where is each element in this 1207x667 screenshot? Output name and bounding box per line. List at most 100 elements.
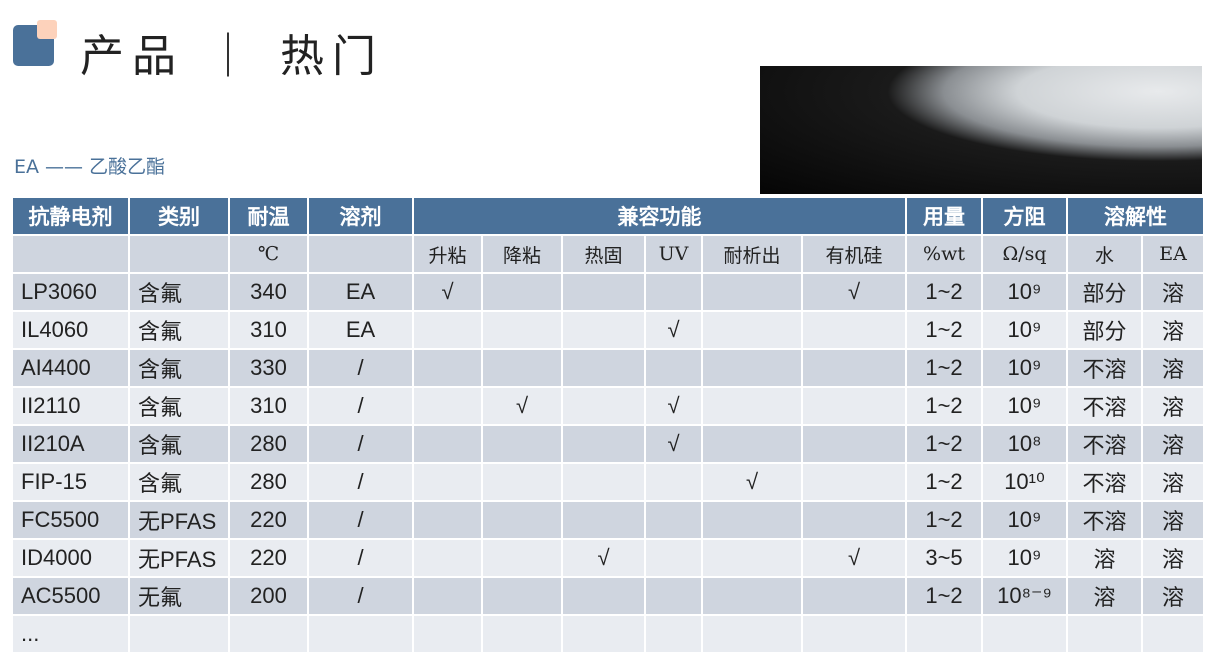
table-cell xyxy=(701,576,803,616)
sub-header xyxy=(11,234,130,274)
table-cell: 溶 xyxy=(1066,538,1143,578)
table-cell xyxy=(481,272,563,312)
table-row: ... xyxy=(11,614,1205,654)
table-cell: 含氟 xyxy=(128,310,230,350)
table-cell xyxy=(561,348,646,388)
table-cell xyxy=(801,424,907,464)
table-cell: 10¹⁰ xyxy=(981,462,1068,502)
table-cell: 310 xyxy=(228,310,309,350)
table-cell xyxy=(481,310,563,350)
table-cell xyxy=(701,500,803,540)
table-cell: 220 xyxy=(228,500,309,540)
table-cell xyxy=(801,386,907,426)
table-cell xyxy=(644,348,703,388)
table-cell: 溶 xyxy=(1066,576,1143,616)
table-cell xyxy=(412,538,483,578)
table-cell xyxy=(412,424,483,464)
table-cell xyxy=(412,386,483,426)
table-cell: FC5500 xyxy=(11,500,130,540)
table-cell: 溶 xyxy=(1141,348,1205,388)
table-cell xyxy=(481,348,563,388)
table-cell xyxy=(644,576,703,616)
table-cell xyxy=(905,614,983,654)
table-cell: 不溶 xyxy=(1066,500,1143,540)
table-row: AC5500 无氟 200/1~2 10⁸⁻⁹ 溶溶 xyxy=(11,576,1205,616)
table-cell: / xyxy=(307,500,414,540)
column-header: 类别 xyxy=(128,196,230,236)
table-cell: 3~5 xyxy=(905,538,983,578)
table-cell: 无氟 xyxy=(128,576,230,616)
sub-header: 降粘 xyxy=(481,234,563,274)
table-cell xyxy=(644,500,703,540)
table-cell: 340 xyxy=(228,272,309,312)
product-table: 抗静电剂 类别 耐温 溶剂 兼容功能 用量 方阻 溶解性 ℃ 升粘 降粘 热固 UV 耐析出 有机硅 %wt… xyxy=(11,196,1205,654)
table-cell xyxy=(228,614,309,654)
table-cell: 10⁹ xyxy=(981,538,1068,578)
table-cell xyxy=(801,310,907,350)
table-cell: EA xyxy=(307,310,414,350)
table-cell: 10⁹ xyxy=(981,310,1068,350)
table-cell: 1~2 xyxy=(905,310,983,350)
sub-header xyxy=(128,234,230,274)
table-cell xyxy=(561,386,646,426)
subtitle: EA —— 乙酸乙酯 xyxy=(14,156,166,178)
table-cell: 含氟 xyxy=(128,386,230,426)
table-cell: 溶 xyxy=(1141,424,1205,464)
table-cell: 1~2 xyxy=(905,576,983,616)
table-cell: II2110 xyxy=(11,386,130,426)
column-header: 溶剂 xyxy=(307,196,414,236)
table-cell xyxy=(701,272,803,312)
sub-header: Ω/sq xyxy=(981,234,1068,274)
table-cell xyxy=(701,348,803,388)
table-cell xyxy=(701,538,803,578)
product-photo xyxy=(760,66,1202,194)
sub-header: UV xyxy=(644,234,703,274)
table-cell: 部分 xyxy=(1066,310,1143,350)
column-header: 方阻 xyxy=(981,196,1068,236)
table-cell xyxy=(644,538,703,578)
sub-header: 有机硅 xyxy=(801,234,907,274)
table-cell: √ xyxy=(801,538,907,578)
table-cell: II210A xyxy=(11,424,130,464)
table-cell xyxy=(644,614,703,654)
sub-header: EA xyxy=(1141,234,1205,274)
sub-header: ℃ xyxy=(228,234,309,274)
table-cell xyxy=(412,462,483,502)
table-cell xyxy=(481,538,563,578)
table-cell: 含氟 xyxy=(128,348,230,388)
table-cell xyxy=(801,500,907,540)
table-cell: 310 xyxy=(228,386,309,426)
table-cell xyxy=(307,614,414,654)
table-cell: 1~2 xyxy=(905,348,983,388)
table-cell: 部分 xyxy=(1066,272,1143,312)
table-cell xyxy=(801,614,907,654)
table-cell xyxy=(701,386,803,426)
table-cell: 溶 xyxy=(1141,462,1205,502)
table-cell xyxy=(561,424,646,464)
table-cell xyxy=(481,614,563,654)
table-cell: ID4000 xyxy=(11,538,130,578)
table-cell xyxy=(701,424,803,464)
table-row: FIP-15 含氟 280/ √ 1~2 10¹⁰ 不溶溶 xyxy=(11,462,1205,502)
table-cell: / xyxy=(307,386,414,426)
table-cell: 1~2 xyxy=(905,424,983,464)
table-row: ID4000 无PFAS 220/√ √ 3~5 10⁹ 溶溶 xyxy=(11,538,1205,578)
table-cell: / xyxy=(307,424,414,464)
table-cell: 不溶 xyxy=(1066,348,1143,388)
table-cell: √ xyxy=(644,310,703,350)
table-cell: / xyxy=(307,538,414,578)
table-cell: √ xyxy=(561,538,646,578)
table-cell: AC5500 xyxy=(11,576,130,616)
table-cell: √ xyxy=(644,424,703,464)
table-cell xyxy=(801,348,907,388)
table-cell: / xyxy=(307,462,414,502)
table-cell: 10⁹ xyxy=(981,500,1068,540)
table-cell: 无PFAS xyxy=(128,538,230,578)
table-row: II2110 含氟 310/ √ √ 1~2 10⁹ 不溶溶 xyxy=(11,386,1205,426)
table-cell: AI4400 xyxy=(11,348,130,388)
table-cell xyxy=(412,614,483,654)
table-cell: 1~2 xyxy=(905,462,983,502)
table-cell: 280 xyxy=(228,462,309,502)
table-cell xyxy=(801,462,907,502)
table-cell: 溶 xyxy=(1141,500,1205,540)
